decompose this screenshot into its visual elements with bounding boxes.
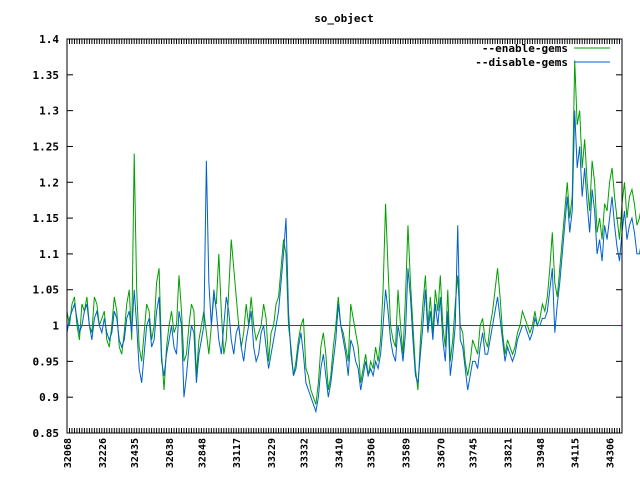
legend: --enable-gems --disable-gems (475, 42, 610, 69)
y-tick-label: 1.35 (33, 69, 60, 82)
x-tick-label: 33948 (536, 438, 547, 468)
legend-label-enable-gems: --enable-gems (482, 42, 568, 55)
y-tick-label: 1.2 (39, 176, 59, 189)
x-tick-label: 33670 (436, 438, 447, 468)
y-tick-label: 0.95 (33, 355, 60, 368)
y-tick-label: 1.15 (33, 212, 60, 225)
x-tick-label: 32638 (165, 438, 176, 468)
y-tick-label: 1.3 (39, 105, 59, 118)
x-tick-label: 33117 (232, 438, 243, 468)
x-tick-label: 34306 (606, 438, 617, 468)
y-tick-label: 1.1 (39, 248, 59, 261)
legend-label-disable-gems: --disable-gems (475, 56, 568, 69)
plot-area (66, 60, 640, 414)
x-tick-label: 32435 (130, 438, 141, 468)
x-tick-label: 33506 (367, 438, 378, 468)
series-line-disable-gems (66, 110, 640, 414)
x-axis: 32068 32226 32435 32638 32848 33117 33229 33332… (63, 39, 623, 468)
series-line-enable-gems (66, 60, 640, 405)
x-tick-label: 33821 (504, 438, 515, 468)
y-tick-label: 0.85 (33, 427, 60, 440)
y-tick-label: 1 (52, 320, 59, 333)
y-tick-label: 1.4 (39, 33, 59, 46)
x-tick-label: 33229 (267, 438, 278, 468)
x-tick-label: 33589 (401, 438, 412, 468)
y-tick-label: 1.05 (33, 284, 60, 297)
x-tick-label: 34115 (571, 438, 582, 468)
x-tick-label: 32848 (197, 438, 208, 468)
x-tick-label: 33410 (334, 438, 345, 468)
y-tick-label: 0.9 (39, 391, 59, 404)
y-tick-label: 1.25 (33, 140, 60, 153)
x-tick-label: 33332 (299, 438, 310, 468)
x-tick-label: 32068 (63, 438, 74, 468)
x-tick-label: 33745 (469, 438, 480, 468)
chart-title: so_object (314, 12, 374, 25)
x-tick-label: 32226 (98, 438, 109, 468)
plot-frame (66, 38, 623, 434)
